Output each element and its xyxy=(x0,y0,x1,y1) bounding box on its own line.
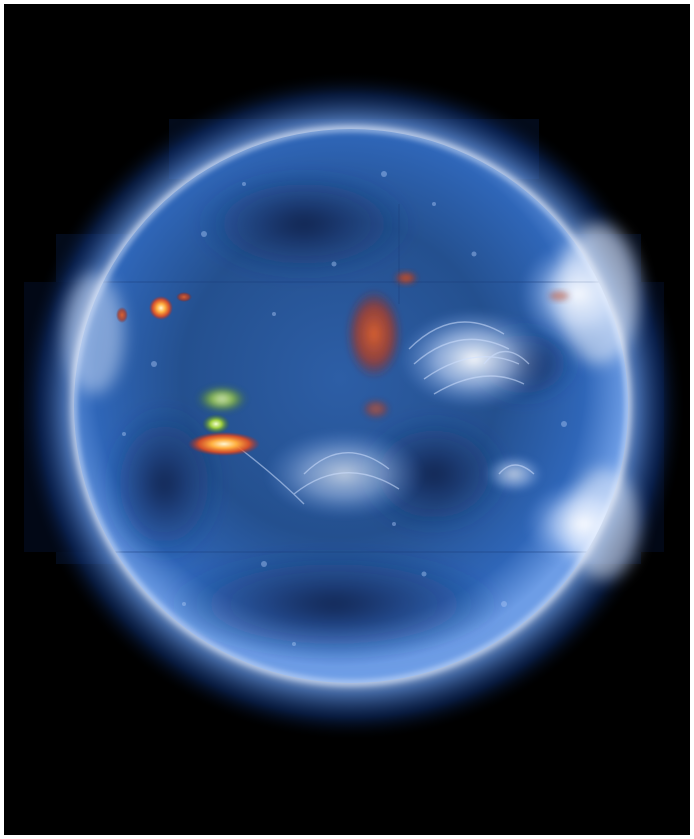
active-region-red-central xyxy=(346,289,402,379)
active-region-green xyxy=(196,385,248,413)
active-region-hot-southwest xyxy=(188,432,260,456)
active-region-red-north xyxy=(394,271,418,285)
solar-image-frame xyxy=(4,4,690,835)
active-region-red-west xyxy=(116,307,128,323)
limb-bright-southeast xyxy=(569,469,639,579)
limb-bright-west xyxy=(64,274,124,394)
solar-disk-image xyxy=(4,4,690,835)
active-region-red-nw-tail xyxy=(176,292,192,302)
limb-brightening xyxy=(71,126,631,686)
active-regions xyxy=(116,271,571,456)
solar-disk xyxy=(74,129,628,683)
limb-bright-east xyxy=(559,224,639,364)
active-region-red-small xyxy=(362,399,390,419)
active-region-red-east xyxy=(547,290,571,302)
active-region-hot-northwest xyxy=(149,296,173,320)
active-region-green-core xyxy=(202,414,230,434)
